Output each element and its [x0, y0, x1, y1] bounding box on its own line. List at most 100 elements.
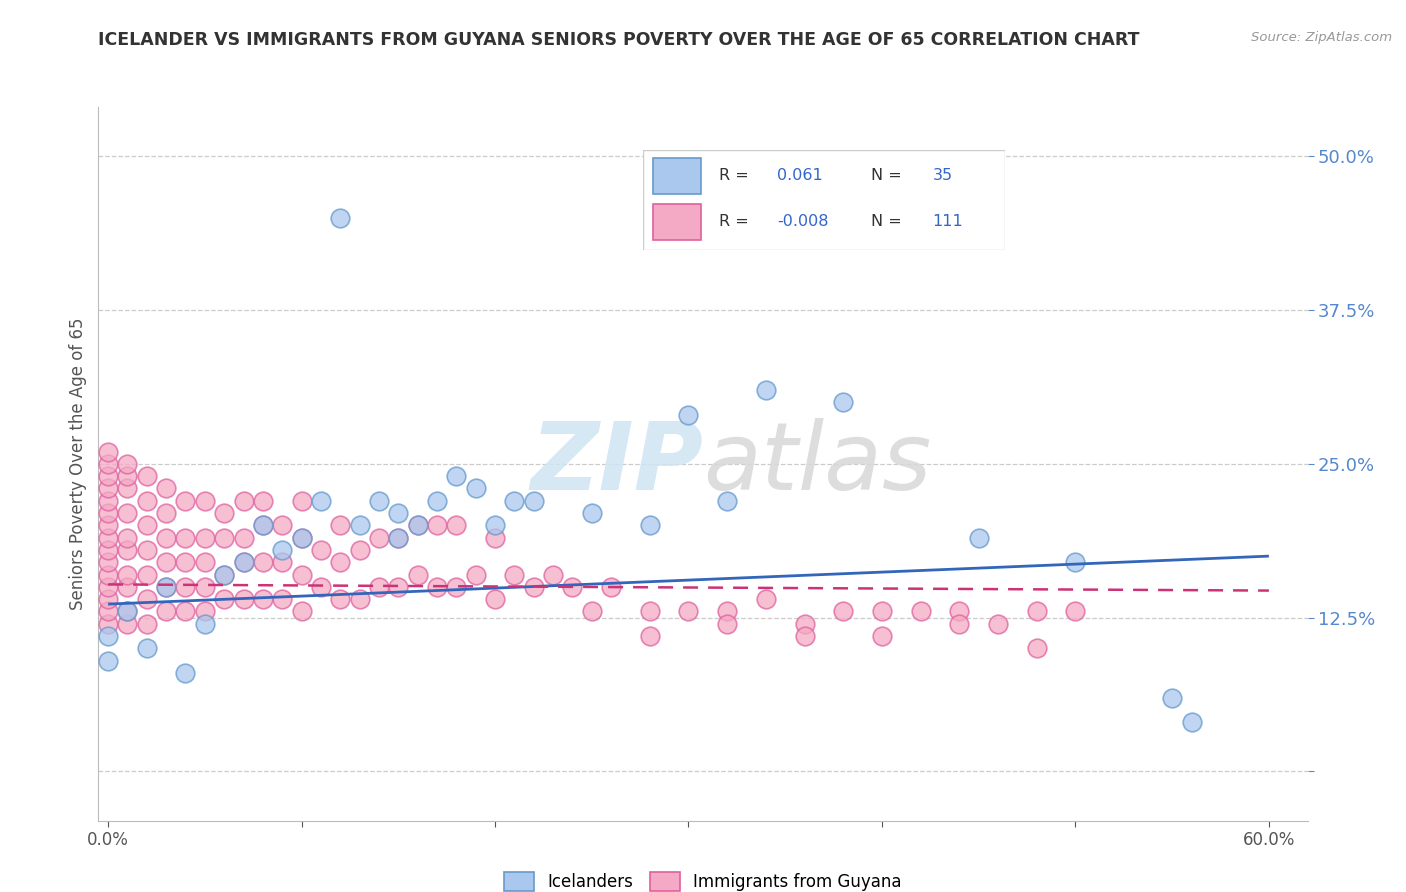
Point	[97, 444, 120, 458]
Point	[212, 592, 235, 607]
Y-axis label: Seniors Poverty Over the Age of 65: Seniors Poverty Over the Age of 65	[69, 318, 87, 610]
Point	[387, 531, 409, 545]
Point	[194, 605, 217, 619]
Point	[1161, 690, 1184, 705]
Point	[309, 543, 332, 558]
Point	[97, 555, 120, 569]
Point	[117, 605, 139, 619]
Point	[271, 555, 294, 569]
Point	[426, 580, 449, 594]
Point	[987, 616, 1010, 631]
Point	[155, 605, 177, 619]
Point	[135, 469, 157, 483]
Point	[581, 605, 603, 619]
Point	[329, 211, 352, 225]
Point	[716, 616, 738, 631]
Point	[212, 567, 235, 582]
Point	[212, 531, 235, 545]
Point	[406, 567, 429, 582]
Point	[406, 518, 429, 533]
Point	[194, 616, 217, 631]
Point	[117, 543, 139, 558]
Point	[232, 555, 254, 569]
Point	[212, 567, 235, 582]
Point	[271, 592, 294, 607]
Point	[638, 518, 661, 533]
Point	[252, 518, 274, 533]
Point	[290, 567, 312, 582]
Point	[232, 555, 254, 569]
Point	[155, 531, 177, 545]
Point	[329, 592, 352, 607]
Text: atlas: atlas	[703, 418, 931, 509]
Point	[271, 518, 294, 533]
Point	[194, 531, 217, 545]
Point	[232, 592, 254, 607]
Point	[97, 457, 120, 471]
Point	[793, 629, 815, 643]
Point	[1064, 555, 1087, 569]
Point	[97, 482, 120, 496]
Point	[368, 493, 391, 508]
Text: ZIP: ZIP	[530, 417, 703, 510]
Point	[464, 567, 486, 582]
Point	[1025, 605, 1047, 619]
Point	[329, 555, 352, 569]
Point	[716, 605, 738, 619]
Point	[97, 629, 120, 643]
Point	[135, 543, 157, 558]
Point	[135, 493, 157, 508]
Text: ICELANDER VS IMMIGRANTS FROM GUYANA SENIORS POVERTY OVER THE AGE OF 65 CORRELATI: ICELANDER VS IMMIGRANTS FROM GUYANA SENI…	[98, 31, 1140, 49]
Point	[426, 493, 449, 508]
Point	[581, 506, 603, 520]
Point	[678, 605, 700, 619]
Point	[600, 580, 623, 594]
Point	[117, 469, 139, 483]
Point	[252, 518, 274, 533]
Point	[716, 493, 738, 508]
Point	[832, 605, 855, 619]
Point	[174, 665, 197, 680]
Point	[446, 580, 468, 594]
Text: -0.008: -0.008	[776, 214, 828, 229]
Point	[503, 567, 526, 582]
Point	[1180, 715, 1202, 730]
Point	[174, 555, 197, 569]
Point	[638, 629, 661, 643]
Point	[561, 580, 583, 594]
Point	[97, 543, 120, 558]
Point	[135, 592, 157, 607]
Point	[426, 518, 449, 533]
Point	[755, 592, 778, 607]
Point	[406, 518, 429, 533]
Point	[252, 592, 274, 607]
Point	[446, 518, 468, 533]
Point	[117, 482, 139, 496]
Point	[446, 469, 468, 483]
Point	[368, 531, 391, 545]
Point	[97, 493, 120, 508]
Point	[464, 482, 486, 496]
Point	[870, 629, 893, 643]
Point	[948, 616, 970, 631]
Point	[174, 580, 197, 594]
Point	[232, 531, 254, 545]
Point	[212, 506, 235, 520]
Point	[174, 605, 197, 619]
Point	[97, 592, 120, 607]
Point	[97, 567, 120, 582]
Point	[484, 518, 506, 533]
Point	[117, 616, 139, 631]
Point	[329, 518, 352, 533]
Point	[387, 506, 409, 520]
FancyBboxPatch shape	[643, 150, 1005, 250]
Point	[97, 531, 120, 545]
Point	[484, 592, 506, 607]
Point	[638, 605, 661, 619]
Point	[349, 592, 371, 607]
Point	[523, 493, 546, 508]
Point	[870, 605, 893, 619]
Point	[832, 395, 855, 409]
Point	[309, 493, 332, 508]
Point	[135, 641, 157, 656]
